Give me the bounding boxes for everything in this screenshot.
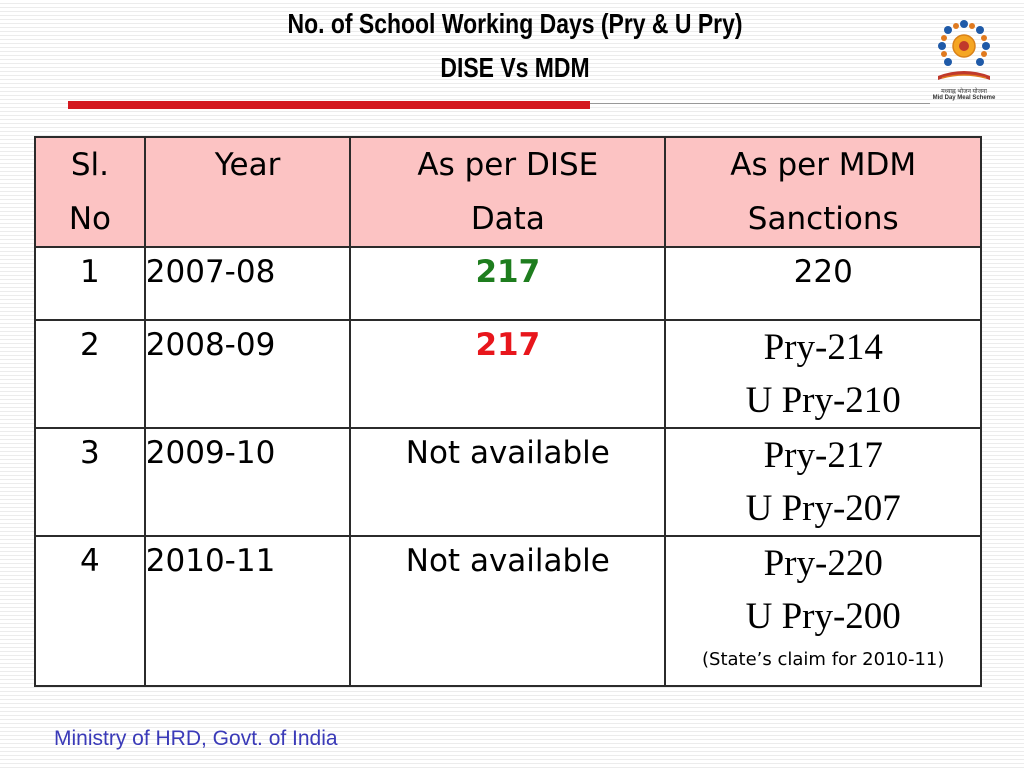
cell-dise-text: Not available (405, 435, 610, 471)
cell-mdm-note: (State’s claim for 2010-11) (702, 649, 945, 670)
cell-year: 2007-08 (143, 246, 352, 321)
cell-year-text: 2008-09 (145, 327, 276, 363)
cell-year-text: 2010-11 (145, 543, 276, 579)
working-days-table: Sl. No Year As per DISE Data As per MDM … (34, 136, 982, 687)
cell-mdm: Pry-214 U Pry-210 (664, 319, 982, 429)
cell-year-text: 2009-10 (145, 435, 276, 471)
cell-mdm-text: 220 (793, 254, 853, 290)
cell-mdm-pry: Pry-220 (763, 543, 883, 584)
header-year: Year (143, 136, 352, 248)
header-mdm: As per MDM Sanctions (664, 136, 982, 248)
cell-sl: 1 (34, 246, 146, 321)
mid-day-meal-logo: मध्याह्न भोजन योजना Mid Day Meal Scheme (928, 16, 1000, 104)
mid-day-meal-logo-icon (938, 20, 990, 80)
table-row: 2 2008-09 217 Pry-214 U Pry-210 (34, 319, 982, 429)
header-sl-no: Sl. No (34, 136, 146, 248)
cell-mdm: Pry-220 U Pry-200 (State’s claim for 201… (664, 535, 982, 687)
title-underline-red (68, 101, 590, 109)
cell-mdm-upry: U Pry-207 (745, 488, 901, 529)
cell-dise: Not available (349, 535, 667, 687)
cell-dise: 217 (349, 246, 667, 321)
cell-mdm-upry: U Pry-210 (745, 380, 901, 421)
logo-english-text: Mid Day Meal Scheme (932, 95, 996, 101)
cell-dise-text: 217 (475, 327, 541, 363)
cell-mdm: 220 (664, 246, 982, 321)
cell-sl-text: 2 (80, 327, 100, 363)
cell-dise-text: 217 (475, 254, 541, 290)
cell-dise-text: Not available (405, 543, 610, 579)
cell-sl-text: 1 (80, 254, 100, 290)
cell-dise: 217 (349, 319, 667, 429)
cell-mdm-upry: U Pry-200 (745, 596, 901, 637)
cell-sl-text: 3 (80, 435, 100, 471)
cell-year: 2008-09 (143, 319, 352, 429)
slide-subtitle: DISE Vs MDM (440, 52, 590, 83)
cell-mdm-pry: Pry-214 (763, 327, 883, 368)
table-row: 1 2007-08 217 220 (34, 246, 982, 321)
cell-sl: 3 (34, 427, 146, 537)
cell-year: 2009-10 (143, 427, 352, 537)
cell-dise: Not available (349, 427, 667, 537)
logo-hindi-text: मध्याह्न भोजन योजना (941, 89, 987, 95)
cell-sl-text: 4 (80, 543, 100, 579)
header-dise: As per DISE Data (349, 136, 667, 248)
cell-mdm-pry: Pry-217 (763, 435, 883, 476)
table-row: 3 2009-10 Not available Pry-217 U Pry-20… (34, 427, 982, 537)
table-row: 4 2010-11 Not available Pry-220 U Pry-20… (34, 535, 982, 687)
cell-sl: 4 (34, 535, 146, 687)
table-header-row: Sl. No Year As per DISE Data As per MDM … (34, 136, 982, 248)
cell-year-text: 2007-08 (145, 254, 276, 290)
slide-title: No. of School Working Days (Pry & U Pry) (287, 8, 743, 39)
title-underline-thin (590, 103, 930, 104)
cell-sl: 2 (34, 319, 146, 429)
cell-year: 2010-11 (143, 535, 352, 687)
cell-mdm: Pry-217 U Pry-207 (664, 427, 982, 537)
footer-ministry: Ministry of HRD, Govt. of India (54, 727, 338, 750)
